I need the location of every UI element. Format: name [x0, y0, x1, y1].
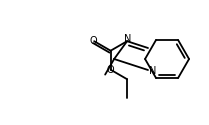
Text: N: N: [124, 34, 132, 44]
Text: O: O: [107, 65, 115, 75]
Text: N: N: [149, 66, 157, 76]
Text: O: O: [90, 36, 97, 46]
